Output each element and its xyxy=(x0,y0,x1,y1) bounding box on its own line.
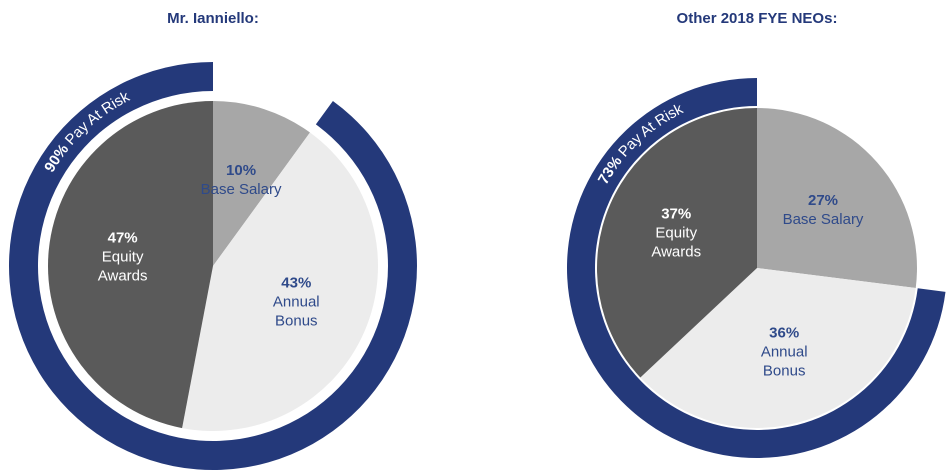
slice-label: 36% Annual Bonus xyxy=(739,323,829,380)
pie-slice xyxy=(48,101,213,429)
slice-label: 27% Base Salary xyxy=(778,191,868,229)
slice-percent: 47% xyxy=(107,229,138,247)
pie-slice xyxy=(213,101,310,266)
slice-percent: 37% xyxy=(661,205,692,223)
chart-title: Mr. Ianniello: xyxy=(167,10,259,27)
slice-percent: 36% xyxy=(769,324,800,342)
pie-slice xyxy=(640,268,916,429)
slice-category: Equity Awards xyxy=(97,248,148,285)
slice-label: 10% Base Salary xyxy=(196,161,286,199)
slice-category: Base Salary xyxy=(782,210,864,228)
pie-slice xyxy=(182,132,378,431)
slice-percent: 27% xyxy=(807,191,839,209)
slice-category: Base Salary xyxy=(200,180,282,198)
pie-slice xyxy=(757,108,917,289)
chart-title: Other 2018 FYE NEOs: xyxy=(676,10,838,27)
slice-category: Annual Bonus xyxy=(272,293,320,330)
slice-label: 43% Annual Bonus xyxy=(251,274,341,331)
slice-label: 37% Equity Awards xyxy=(631,205,721,262)
slice-percent: 43% xyxy=(281,274,312,292)
pie-slice xyxy=(596,108,757,378)
slice-label: 47% Equity Awards xyxy=(78,229,168,286)
slice-percent: 10% xyxy=(226,161,257,179)
slice-category: Annual Bonus xyxy=(760,343,808,380)
slice-category: Equity Awards xyxy=(651,224,702,261)
